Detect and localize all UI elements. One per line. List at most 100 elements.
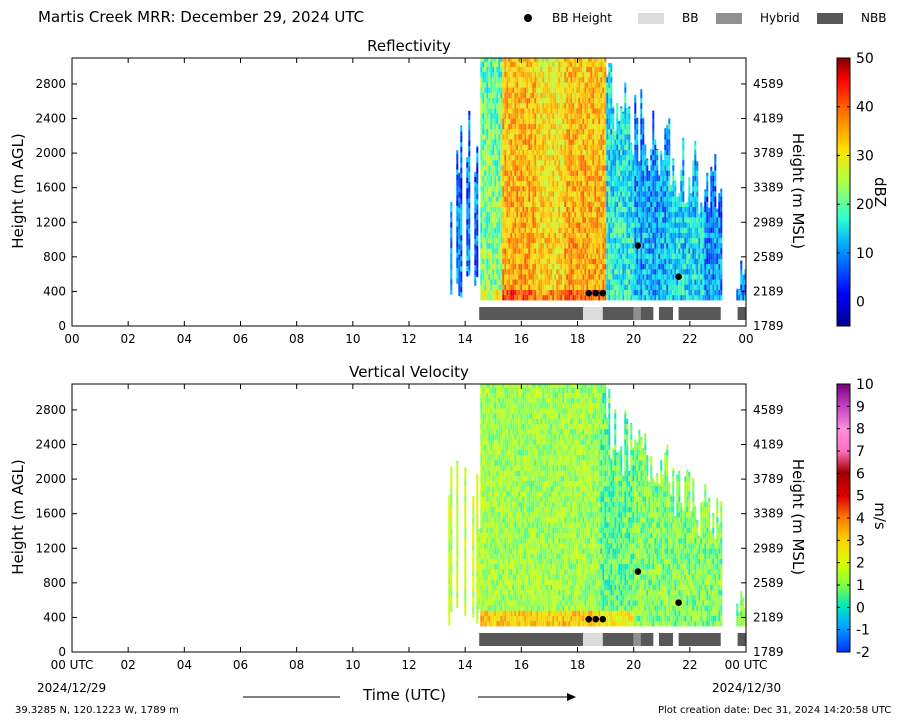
bb-type-bar <box>678 633 721 646</box>
legend-hybrid: Hybrid <box>716 11 800 25</box>
y-tick-label: 400 <box>43 284 66 298</box>
colorbar-tick-label: 10 <box>856 377 874 393</box>
bb-height-point <box>585 289 593 297</box>
colorbar-tick-label: 20 <box>856 197 874 213</box>
y-tick-label: 2000 <box>35 146 66 160</box>
bb-type-bar <box>658 307 673 320</box>
x-tick-label: 00 UTC <box>51 658 94 672</box>
colorbar-tick-label: 30 <box>856 148 874 164</box>
y-tick-right-label: 2589 <box>753 576 784 590</box>
x-tick-label: 10 <box>345 658 360 672</box>
x-tick-label: 08 <box>289 332 304 346</box>
colorbar-tick-label: -1 <box>856 623 870 639</box>
colorbar <box>836 57 851 327</box>
x-tick-label: 04 <box>177 658 192 672</box>
y-tick-right-label: 2989 <box>753 215 784 229</box>
bb-height-point <box>634 568 642 575</box>
colorbar-tick-label: 7 <box>856 444 865 460</box>
velocity-field <box>448 384 747 646</box>
y-tick-right-label: 4589 <box>753 403 784 417</box>
bb-type-bar <box>658 633 673 646</box>
bb-height-point <box>592 289 600 297</box>
x-tick-label: 20 <box>626 658 641 672</box>
bb-type-bar <box>640 633 654 646</box>
x-tick-label: 06 <box>233 658 248 672</box>
bb-height-point <box>599 289 607 297</box>
bb-type-bar <box>479 633 584 646</box>
legend-bb: BB <box>638 11 698 25</box>
x-tick-label: 14 <box>458 658 473 672</box>
y-tick-right-label: 1789 <box>753 645 784 659</box>
reflectivity-field <box>450 58 747 320</box>
colorbar-tick-label: 9 <box>856 399 865 415</box>
y-tick-label: 800 <box>43 250 66 264</box>
x-tick-label: 00 <box>64 332 79 346</box>
y-tick-label: 0 <box>58 645 66 659</box>
colorbar-tick-label: 5 <box>856 489 865 505</box>
hybrid-swatch-icon <box>716 12 742 24</box>
y-tick-label: 0 <box>58 319 66 333</box>
date-left: 2024/12/29 <box>37 681 107 695</box>
y-tick-right-label: 2989 <box>753 541 784 555</box>
x-tick-label: 14 <box>458 332 473 346</box>
x-tick-label: 00 UTC <box>725 658 768 672</box>
colorbar-tick-label: 40 <box>856 100 874 116</box>
x-tick-label: 04 <box>177 332 192 346</box>
x-tick-label: 08 <box>289 658 304 672</box>
y-tick-label: 2400 <box>35 112 66 126</box>
y-tick-label: 2800 <box>35 403 66 417</box>
legend-bb-label: BB <box>682 11 699 25</box>
y-tick-label: 1600 <box>35 181 66 195</box>
page-title: Martis Creek MRR: December 29, 2024 UTC <box>38 8 365 26</box>
y-tick-right-label: 3789 <box>753 146 784 160</box>
footer-creation-date: Plot creation date: Dec 31, 2024 14:20:5… <box>658 705 892 716</box>
x-tick-label: 10 <box>345 332 360 346</box>
y-tick-label: 2000 <box>35 472 66 486</box>
bb-type-bar <box>737 307 746 320</box>
y-tick-right-label: 3789 <box>753 472 784 486</box>
bb-swatch-icon <box>638 12 664 24</box>
legend-hybrid-label: Hybrid <box>760 11 800 25</box>
bb-type-bar <box>479 307 584 320</box>
y-tick-label: 1200 <box>35 541 66 555</box>
x-tick-label: 06 <box>233 332 248 346</box>
legend-bb-height-label: BB Height <box>552 11 612 25</box>
bb-height-point <box>599 615 607 623</box>
bb-type-bar <box>633 307 641 320</box>
y-tick-label: 800 <box>43 576 66 590</box>
y-tick-right-label: 2189 <box>753 284 784 298</box>
y-tick-label: 2800 <box>35 77 66 91</box>
y-tick-label: 400 <box>43 610 66 624</box>
y-tick-label: 1200 <box>35 215 66 229</box>
bb-height-point <box>592 615 600 623</box>
colorbar-tick-label: 2 <box>856 556 865 572</box>
bb-height-point <box>675 273 682 281</box>
bb-type-bar <box>640 307 654 320</box>
y-tick-right-label: 4589 <box>753 77 784 91</box>
colorbar-tick-label: 3 <box>856 533 865 549</box>
bb-height-point <box>585 615 593 623</box>
x-axis-arrows <box>243 693 576 701</box>
colorbar-tick-label: -2 <box>856 645 870 661</box>
y-tick-right-label: 4189 <box>753 112 784 126</box>
bb-height-point <box>675 599 682 607</box>
colorbar-tick-label: 50 <box>856 51 874 67</box>
x-tick-label: 18 <box>570 658 585 672</box>
y-tick-right-label: 4189 <box>753 438 784 452</box>
y-tick-right-label: 2589 <box>753 250 784 264</box>
x-tick-label: 22 <box>682 332 697 346</box>
colorbar-tick-label: 8 <box>856 422 865 438</box>
colorbar-tick-label: 4 <box>856 511 865 527</box>
bb-type-bar <box>737 633 746 646</box>
colorbar-tick-label: 0 <box>856 295 865 311</box>
nbb-swatch-icon <box>817 12 843 24</box>
footer-location: 39.3285 N, 120.1223 W, 1789 m <box>15 705 179 716</box>
reflectivity-title: Reflectivity <box>367 37 451 55</box>
bb-type-bar <box>633 633 641 646</box>
bb-height-marker-icon <box>524 14 532 22</box>
x-tick-label: 16 <box>514 332 529 346</box>
bb-type-bar <box>583 633 603 646</box>
colorbar-tick-label: 0 <box>856 600 865 616</box>
y-tick-label: 1600 <box>35 507 66 521</box>
